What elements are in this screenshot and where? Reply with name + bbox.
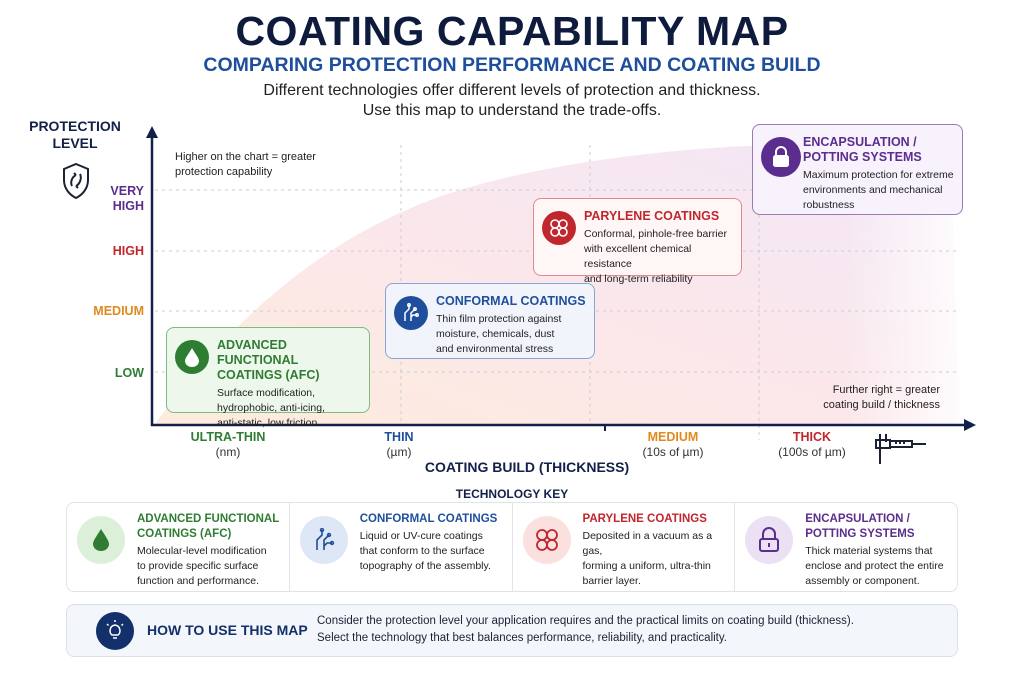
map-canvas — [63, 126, 976, 464]
circuit-icon — [394, 296, 428, 330]
description-line: Use this map to understand the trade-off… — [362, 102, 662, 119]
how-to-title: HOW TO USE THIS MAP — [147, 622, 308, 638]
y-axis-title-line: PROTECTION — [29, 118, 121, 134]
y-level-medium: MEDIUM — [93, 304, 144, 318]
card-conformal: CONFORMAL COATINGS Thin film protection … — [385, 283, 595, 359]
lightbulb-icon — [96, 612, 134, 650]
technology-key: ADVANCED FUNCTIONAL COATINGS (AFC) Molecu… — [66, 502, 958, 592]
card-afc: ADVANCED FUNCTIONAL COATINGS (AFC) Surfac… — [166, 327, 370, 429]
x-level-medium: MEDIUM (10s of µm) — [642, 430, 704, 459]
x-level-ultra-thin: ULTRA-THIN (nm) — [190, 430, 266, 459]
key-item-conformal: CONFORMAL COATINGS Liquid or UV-cure coa… — [290, 503, 513, 591]
how-to-line: Consider the protection level your appli… — [317, 615, 854, 627]
how-to-panel: HOW TO USE THIS MAP Consider the protect… — [66, 604, 958, 657]
how-to-line: Select the technology that best balances… — [317, 632, 727, 644]
y-axis-title: PROTECTION LEVEL — [25, 118, 125, 152]
x-axis — [151, 419, 976, 431]
description-line: Different technologies offer different l… — [263, 82, 761, 99]
circuit-icon — [299, 516, 348, 564]
y-axis — [146, 126, 158, 426]
card-encapsulation: ENCAPSULATION / POTTING SYSTEMS Maximum p… — [752, 124, 963, 215]
note-line: protection capability — [175, 166, 273, 178]
y-axis-title-line: LEVEL — [52, 135, 98, 151]
x-axis-note: Further right = greater coating build / … — [823, 383, 940, 413]
page-description: Different technologies offer different l… — [0, 81, 1024, 121]
y-axis-note: Higher on the chart = greater protection… — [175, 150, 316, 180]
x-axis-title: COATING BUILD (THICKNESS) — [424, 459, 630, 475]
x-level-thin: THIN (µm) — [384, 430, 414, 459]
note-line: Further right = greater — [832, 384, 940, 396]
y-level-low: LOW — [114, 366, 144, 380]
lock-icon — [761, 137, 801, 177]
molecule-icon — [522, 516, 571, 564]
note-line: coating build / thickness — [823, 399, 940, 411]
page-title: COATING CAPABILITY MAP — [235, 8, 789, 54]
key-item-parylene: PARYLENE COATINGS Deposited in a vacuum … — [513, 503, 736, 591]
key-item-encapsulation: ENCAPSULATION / POTTING SYSTEMS Thick mat… — [735, 503, 957, 591]
lock-icon — [745, 516, 794, 564]
molecule-icon — [542, 211, 576, 245]
y-level-high: HIGH — [112, 244, 144, 258]
how-to-text: Consider the protection level your appli… — [317, 613, 854, 647]
y-level-very-high: VERY HIGH — [110, 184, 144, 213]
droplet-icon — [77, 516, 125, 564]
card-parylene: PARYLENE COATINGS Conformal, pinhole-fre… — [533, 198, 742, 285]
shield-icon — [63, 162, 89, 200]
note-line: Higher on the chart = greater — [175, 151, 316, 163]
x-level-thick: THICK (100s of µm) — [778, 430, 846, 459]
key-item-afc: ADVANCED FUNCTIONAL COATINGS (AFC) Molecu… — [67, 503, 290, 591]
key-title: TECHNOLOGY KEY — [455, 487, 569, 501]
droplet-icon — [175, 340, 209, 374]
page-subtitle: COMPARING PROTECTION PERFORMANCE AND COA… — [203, 54, 821, 76]
caliper-icon — [875, 434, 926, 464]
